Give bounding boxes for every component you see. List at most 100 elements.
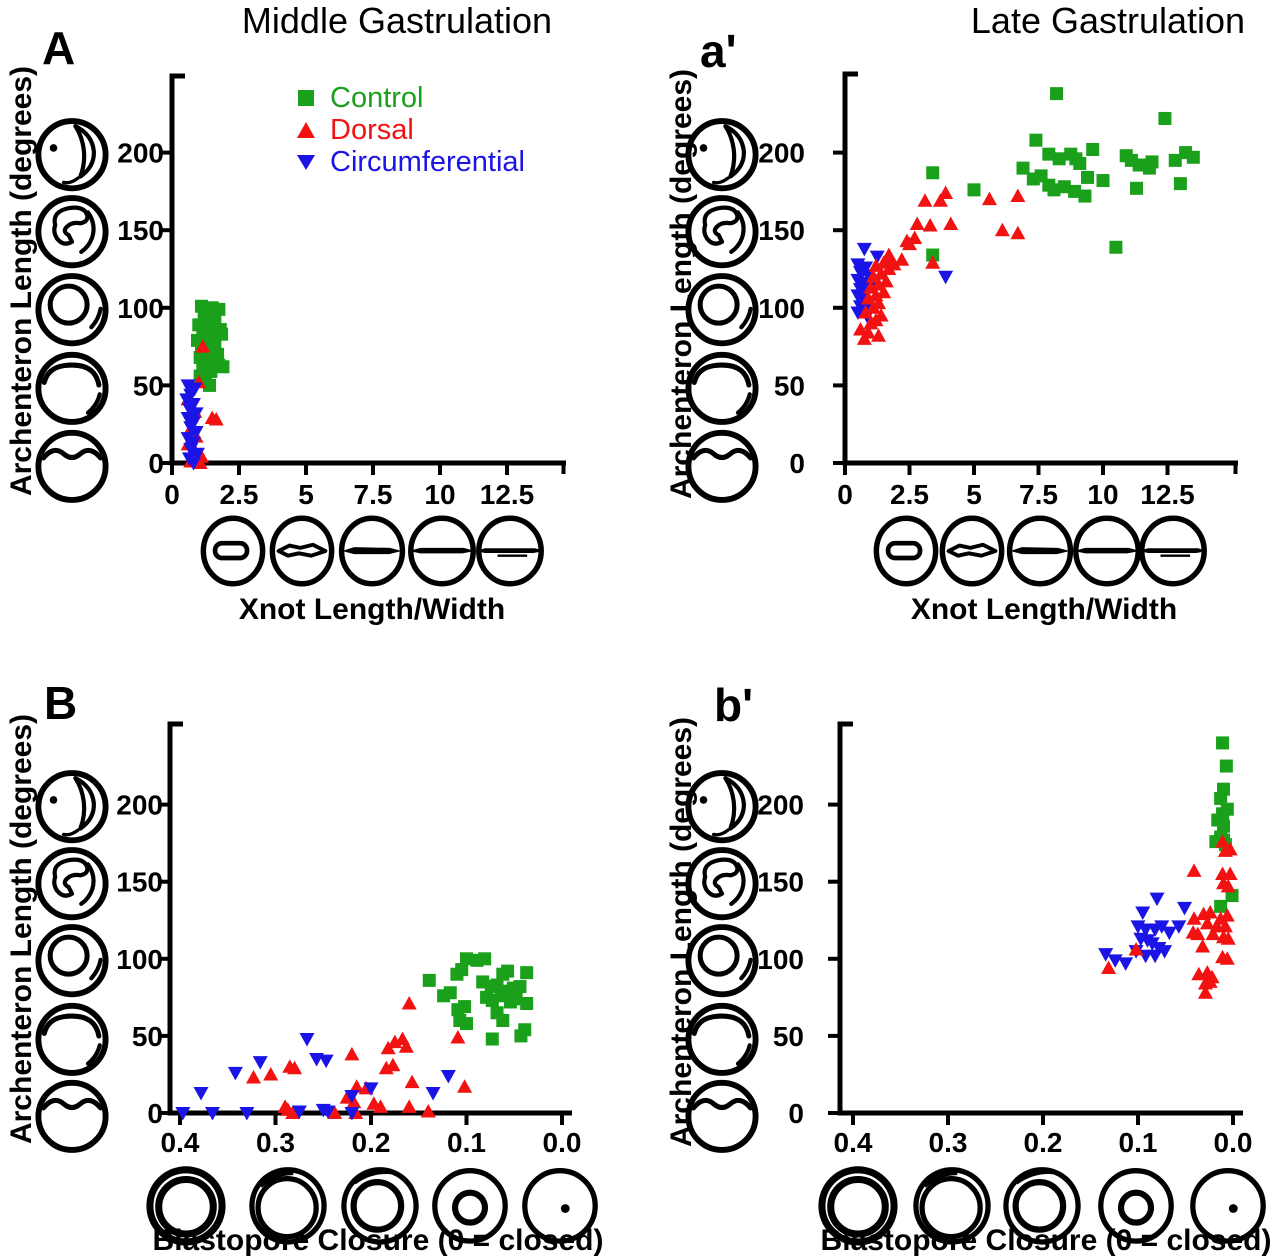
data-point bbox=[285, 1105, 301, 1119]
column-title-middle-gastrulation: Middle Gastrulation bbox=[241, 0, 553, 41]
series-dorsal bbox=[1101, 834, 1238, 999]
x-tick-label: 0.2 bbox=[1024, 1127, 1063, 1158]
data-point bbox=[922, 218, 938, 232]
series-dorsal bbox=[852, 185, 1026, 345]
data-point bbox=[967, 183, 981, 197]
x-tick-label: 2.5 bbox=[890, 479, 929, 510]
data-point bbox=[443, 986, 457, 1000]
data-point bbox=[183, 443, 199, 457]
embryo-stage-200-icon bbox=[30, 111, 114, 195]
data-point bbox=[501, 964, 515, 978]
data-point bbox=[932, 193, 948, 207]
data-point bbox=[216, 360, 230, 374]
data-point bbox=[1171, 920, 1187, 934]
data-point bbox=[878, 273, 894, 288]
data-point bbox=[1096, 174, 1110, 188]
data-point bbox=[1219, 759, 1233, 773]
y-tick-label: 50 bbox=[133, 370, 164, 401]
blastopore-0.4-icon bbox=[814, 1161, 902, 1249]
data-point bbox=[909, 216, 925, 230]
data-point bbox=[175, 1107, 191, 1121]
xnot-ratio-2-icon bbox=[933, 509, 1011, 593]
panel-label-A: A bbox=[42, 22, 76, 74]
series-circumferential bbox=[1098, 892, 1193, 971]
data-point bbox=[458, 1000, 472, 1014]
data-point bbox=[925, 255, 941, 269]
xnot-ratio-2-icon bbox=[263, 509, 341, 593]
data-point bbox=[1050, 87, 1064, 101]
data-point bbox=[1222, 841, 1238, 856]
data-point bbox=[1016, 161, 1030, 175]
data-point bbox=[1220, 878, 1236, 893]
data-point bbox=[181, 402, 197, 417]
data-point bbox=[422, 973, 436, 987]
blastopore-closed-icon bbox=[1184, 1161, 1272, 1249]
data-point bbox=[1199, 915, 1215, 930]
embryo-stage-150-icon bbox=[30, 840, 114, 924]
data-point bbox=[926, 248, 940, 262]
x-tick-label: 2.5 bbox=[220, 479, 259, 510]
embryo-stage-100-icon bbox=[680, 917, 764, 1001]
xnot-ratio-4-icon bbox=[403, 509, 481, 593]
column-title-late-gastrulation: Late Gastrulation bbox=[970, 0, 1246, 41]
data-point bbox=[485, 1032, 499, 1046]
y-tick-label: 200 bbox=[116, 790, 163, 821]
data-point bbox=[1135, 906, 1151, 921]
data-point bbox=[876, 284, 892, 299]
embryo-stage-100-icon bbox=[30, 266, 114, 350]
data-point bbox=[1109, 240, 1123, 254]
y-tick-label: 100 bbox=[116, 944, 163, 975]
data-point bbox=[425, 1086, 441, 1101]
data-point bbox=[1147, 949, 1163, 964]
data-point bbox=[215, 327, 229, 341]
data-point bbox=[404, 1074, 420, 1089]
data-point bbox=[1149, 892, 1165, 907]
data-point bbox=[287, 1060, 303, 1075]
data-point bbox=[208, 412, 224, 426]
data-point bbox=[871, 328, 887, 342]
circumferential-triangle-down-icon bbox=[297, 155, 315, 170]
data-point bbox=[520, 966, 534, 980]
data-point bbox=[926, 166, 940, 180]
blastopore-0.1-icon bbox=[426, 1161, 514, 1249]
data-point bbox=[344, 1107, 360, 1121]
data-point bbox=[1010, 225, 1026, 240]
series-control bbox=[190, 299, 230, 392]
blastopore-0.1-icon bbox=[1092, 1161, 1180, 1249]
legend-item-control: Control bbox=[296, 82, 525, 114]
data-point bbox=[1130, 181, 1144, 195]
data-point bbox=[1195, 938, 1211, 953]
data-point bbox=[1205, 926, 1221, 941]
data-point bbox=[291, 1105, 307, 1119]
data-point bbox=[1222, 866, 1238, 880]
data-point bbox=[1078, 189, 1092, 203]
data-point bbox=[1154, 920, 1170, 934]
y-tick-label: 50 bbox=[132, 1021, 163, 1052]
data-point bbox=[204, 1107, 220, 1121]
data-point bbox=[1042, 147, 1056, 161]
data-point bbox=[1086, 142, 1100, 156]
data-point bbox=[299, 1032, 315, 1047]
y-tick-label: 0 bbox=[148, 448, 164, 479]
embryo-stage-50-icon bbox=[30, 994, 114, 1078]
embryo-stage-0-icon bbox=[30, 421, 114, 505]
data-point bbox=[188, 407, 204, 421]
data-point bbox=[1216, 736, 1230, 750]
data-point bbox=[1161, 926, 1177, 941]
data-point bbox=[1217, 819, 1230, 833]
x-tick-label: 0.3 bbox=[929, 1127, 968, 1158]
y-tick-label: 0 bbox=[147, 1098, 163, 1129]
data-point bbox=[1225, 889, 1239, 903]
y-tick-label: 0 bbox=[788, 1098, 804, 1129]
legend-label-control: Control bbox=[330, 81, 424, 114]
data-point bbox=[1202, 905, 1218, 919]
embryo-stage-50-icon bbox=[680, 994, 764, 1078]
x-tick-label: 5 bbox=[966, 479, 982, 510]
y-tick-label: 100 bbox=[757, 944, 804, 975]
data-point bbox=[420, 1103, 436, 1118]
data-point bbox=[227, 1066, 243, 1081]
data-point bbox=[1132, 158, 1146, 172]
embryo-stage-200-icon bbox=[30, 763, 114, 847]
data-point bbox=[1220, 931, 1236, 945]
data-point bbox=[189, 447, 205, 462]
